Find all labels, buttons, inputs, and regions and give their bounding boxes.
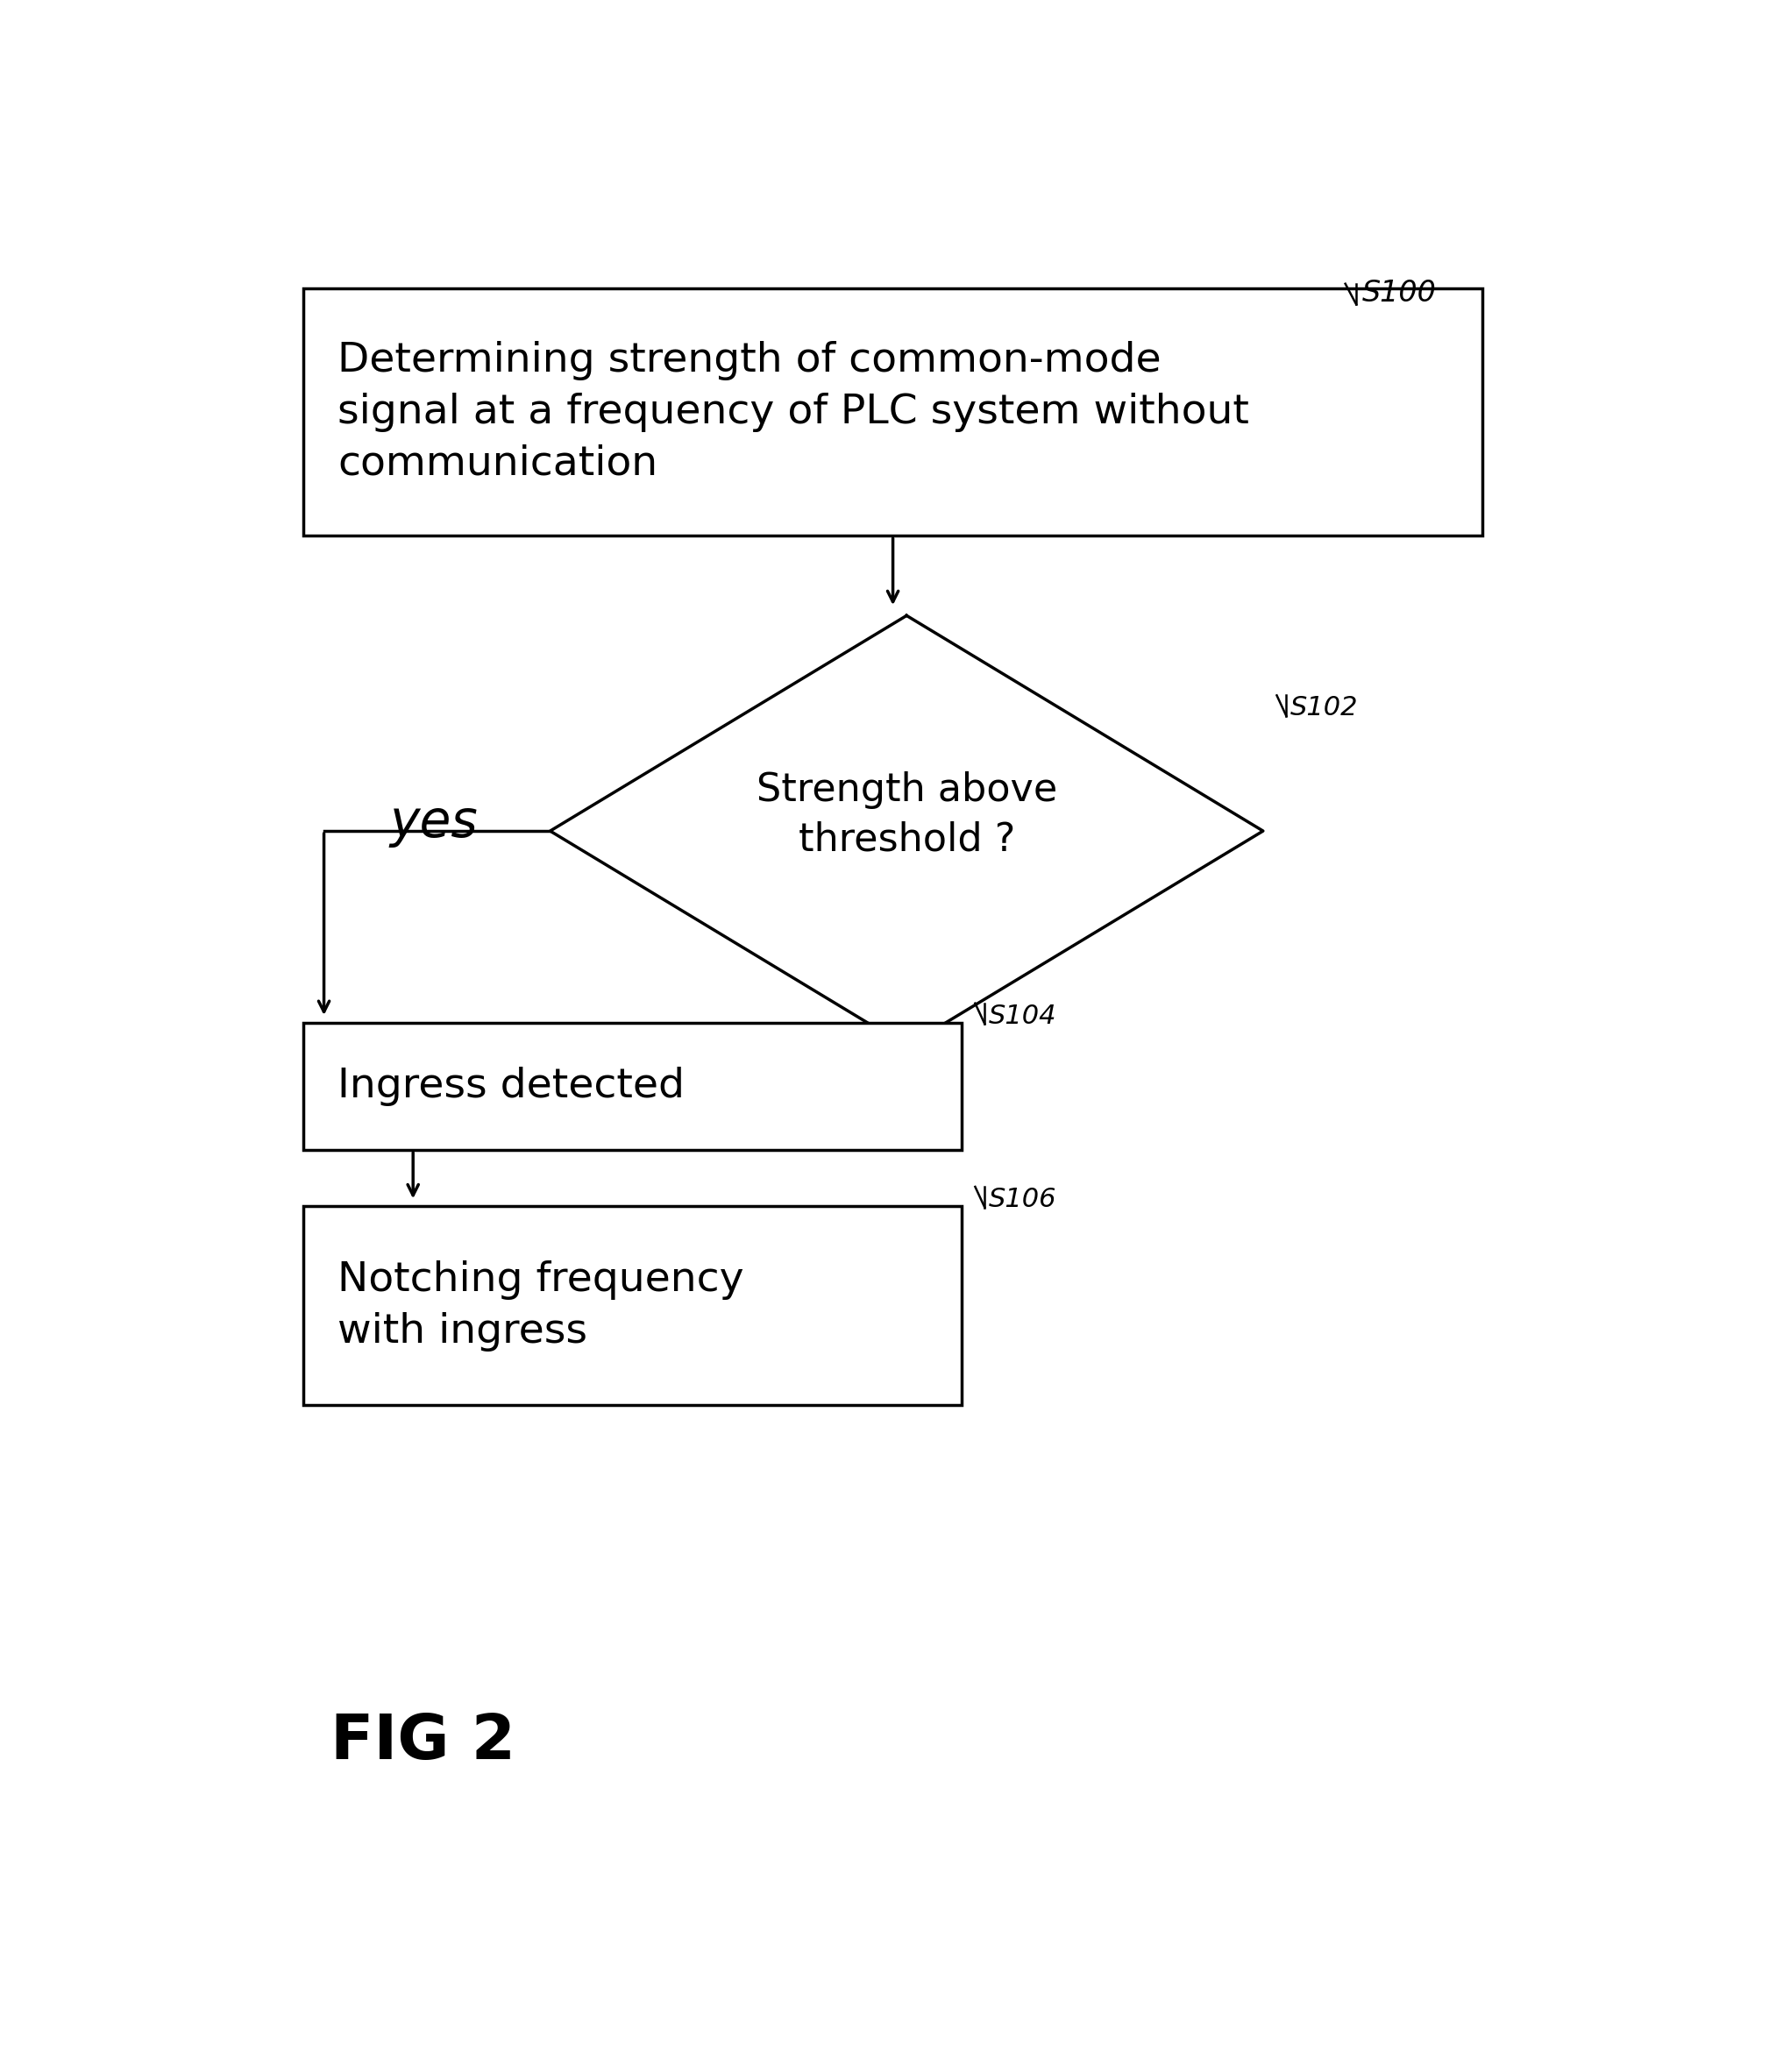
Polygon shape [550, 615, 1263, 1046]
Text: S104: S104 [989, 1003, 1056, 1028]
Text: Strength above
threshold ?: Strength above threshold ? [755, 771, 1058, 858]
Bar [304, 1206, 962, 1405]
Text: Determining strength of common-mode
signal at a frequency of PLC system without
: Determining strength of common-mode sign… [338, 340, 1249, 483]
Text: S106: S106 [989, 1187, 1056, 1212]
Text: FIG 2: FIG 2 [331, 1711, 517, 1772]
Text: yes: yes [389, 798, 478, 847]
Text: Notching frequency
with ingress: Notching frequency with ingress [338, 1260, 745, 1351]
Text: S100: S100 [1362, 280, 1436, 309]
Text: S102: S102 [1291, 696, 1359, 721]
Bar [304, 288, 1482, 537]
Bar [304, 1021, 962, 1150]
Text: Ingress detected: Ingress detected [338, 1067, 685, 1106]
